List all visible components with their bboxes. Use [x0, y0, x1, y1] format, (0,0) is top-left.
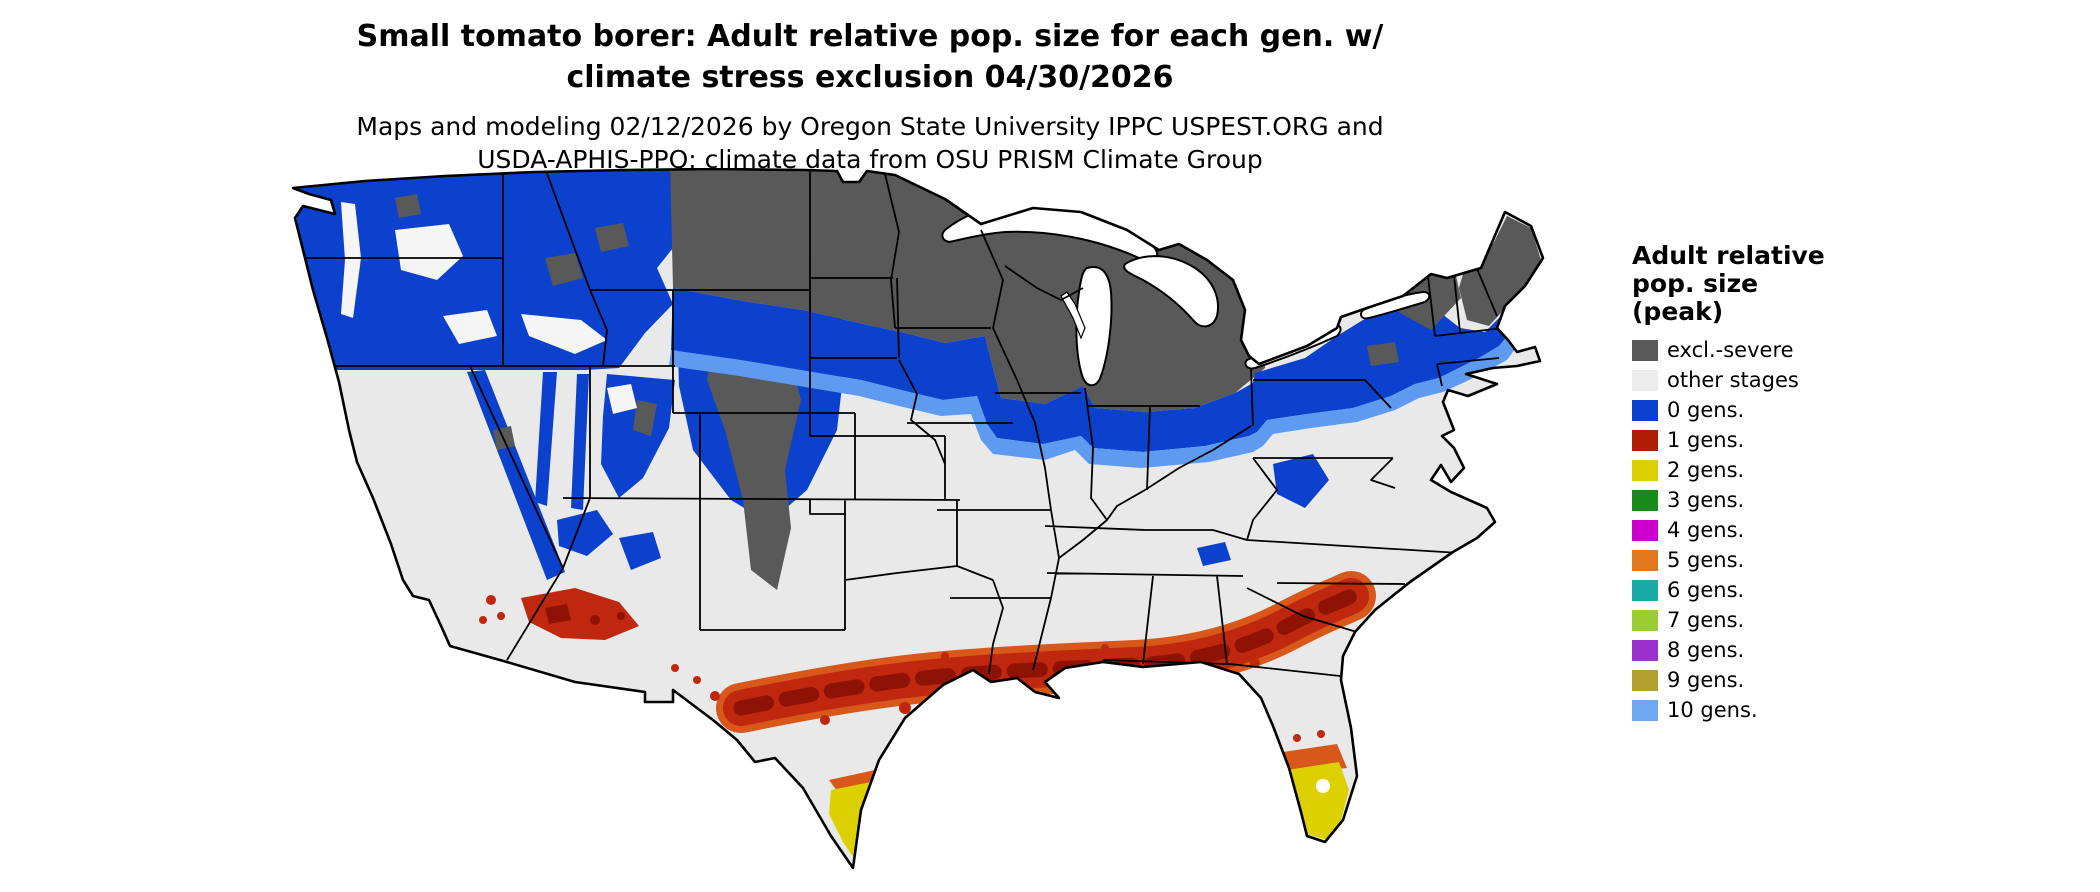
legend-item-9-gens: 9 gens.: [1632, 665, 1872, 695]
legend: Adult relative pop. size (peak) excl.-se…: [1632, 242, 1872, 725]
legend-item-6-gens: 6 gens.: [1632, 575, 1872, 605]
regions-gen2-yellow: [829, 762, 1349, 866]
us-choropleth-map: [245, 168, 1565, 888]
legend-item-2-gens: 2 gens.: [1632, 455, 1872, 485]
legend-swatch: [1632, 609, 1658, 631]
lake-michigan: [1075, 266, 1113, 387]
legend-label: 10 gens.: [1667, 698, 1758, 722]
regions-gen1-fringe-south: [829, 744, 1347, 802]
legend-item-0-gens: 0 gens.: [1632, 395, 1872, 425]
legend-swatch: [1632, 549, 1658, 571]
legend-item-4-gens: 4 gens.: [1632, 515, 1872, 545]
legend-swatch: [1632, 369, 1658, 391]
state-borders: [297, 169, 1504, 677]
lake-huron: [1123, 255, 1219, 328]
legend-swatch: [1632, 399, 1658, 421]
legend-swatch: [1632, 429, 1658, 451]
legend-label: 8 gens.: [1667, 638, 1745, 662]
legend-title: Adult relative pop. size (peak): [1632, 242, 1872, 326]
subtitle-line-1: Maps and modeling 02/12/2026 by Oregon S…: [356, 112, 1384, 141]
legend-swatch: [1632, 579, 1658, 601]
legend-item-5-gens: 5 gens.: [1632, 545, 1872, 575]
legend-item-other-stages: other stages: [1632, 365, 1872, 395]
legend-item-10-gens: 10 gens.: [1632, 695, 1872, 725]
title-line-2: climate stress exclusion 04/30/2026: [566, 60, 1174, 95]
legend-label: 7 gens.: [1667, 608, 1745, 632]
legend-swatch: [1632, 669, 1658, 691]
legend-swatch: [1632, 699, 1658, 721]
legend-label: 9 gens.: [1667, 668, 1745, 692]
legend-item-8-gens: 8 gens.: [1632, 635, 1872, 665]
legend-label: 6 gens.: [1667, 578, 1745, 602]
legend-label: 5 gens.: [1667, 548, 1745, 572]
legend-title-line-3: (peak): [1632, 297, 1724, 326]
regions-valleys: [341, 202, 637, 414]
legend-swatch: [1632, 489, 1658, 511]
regions-gen0-band: [671, 272, 1543, 452]
regions-gen1-dark-specks: [545, 604, 625, 625]
us-outline: [291, 168, 1545, 870]
legend-label: 1 gens.: [1667, 428, 1745, 452]
figure-title: Small tomato borer: Adult relative pop. …: [0, 16, 1740, 98]
legend-label: 2 gens.: [1667, 458, 1745, 482]
legend-title-line-2: pop. size: [1632, 269, 1759, 298]
lake-okeechobee: [1316, 779, 1330, 793]
legend-label: 3 gens.: [1667, 488, 1745, 512]
title-line-1: Small tomato borer: Adult relative pop. …: [356, 19, 1384, 54]
lake-ontario: [1360, 290, 1431, 320]
legend-label: 0 gens.: [1667, 398, 1745, 422]
legend-item-1-gens: 1 gens.: [1632, 425, 1872, 455]
us-map-svg: [291, 168, 1545, 870]
legend-item-7-gens: 7 gens.: [1632, 605, 1872, 635]
legend-item-3-gens: 3 gens.: [1632, 485, 1872, 515]
legend-item-excl-severe: excl.-severe: [1632, 335, 1872, 365]
legend-label: excl.-severe: [1667, 338, 1794, 362]
green-bay: [1060, 291, 1086, 340]
figure-subtitle: Maps and modeling 02/12/2026 by Oregon S…: [0, 110, 1740, 176]
legend-swatch: [1632, 639, 1658, 661]
legend-swatch: [1632, 339, 1658, 361]
legend-label: 4 gens.: [1667, 518, 1745, 542]
legend-swatch: [1632, 459, 1658, 481]
legend-label: other stages: [1667, 368, 1799, 392]
legend-swatch: [1632, 519, 1658, 541]
legend-title-line-1: Adult relative: [1632, 241, 1825, 270]
